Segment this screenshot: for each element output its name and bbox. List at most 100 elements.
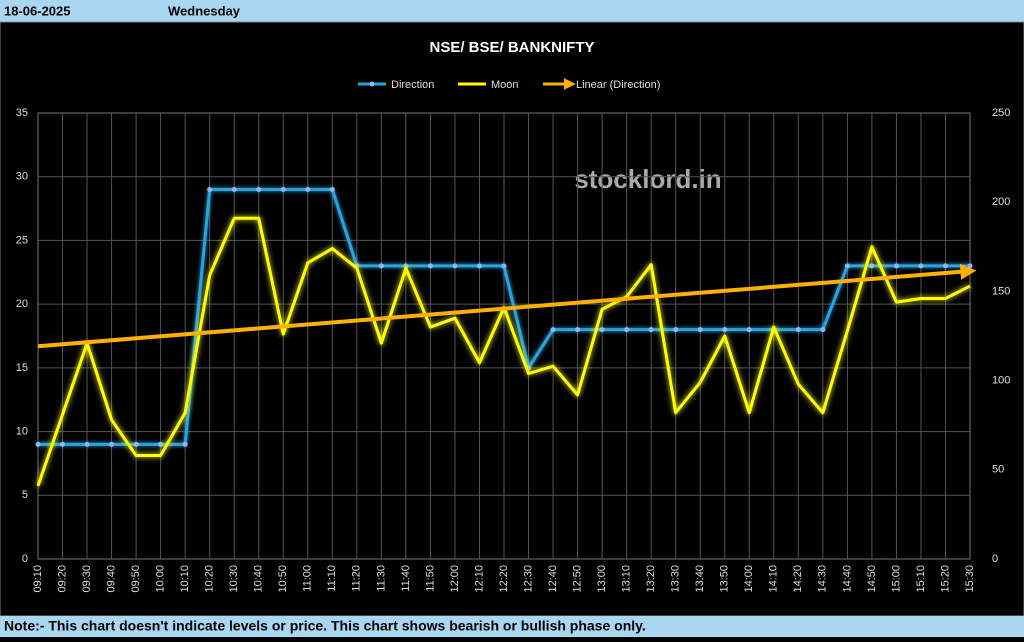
series-marker [207,186,213,192]
x-tick-label: 09:20 [56,565,68,593]
x-tick-label: 11:10 [326,565,338,592]
y-tick-label: 5 [22,489,28,501]
x-tick-label: 14:20 [792,565,804,593]
series-marker [550,327,556,333]
x-tick-label: 11:20 [351,565,363,592]
y-tick-label: 15 [16,362,28,374]
series-marker [967,263,973,269]
x-tick-label: 14:10 [768,565,780,593]
series-marker [844,263,850,269]
x-tick-label: 12:40 [547,565,559,593]
plot-border [37,112,971,560]
series-marker [84,441,90,447]
series-marker [329,186,335,192]
x-tick-label: 10:30 [228,565,240,593]
x-tick-label: 11:30 [375,565,387,592]
legend-marker [369,81,375,87]
x-tick-label: 12:00 [449,565,461,593]
x-tick-label: 15:20 [939,565,951,593]
y2-tick-label: 250 [992,107,1010,119]
series-marker [378,263,384,269]
x-tick-label: 10:40 [253,565,265,593]
series-marker [427,263,433,269]
series-marker [60,441,66,447]
x-tick-label: 12:10 [473,565,485,593]
x-tick-label: 15:00 [890,565,902,593]
series-marker [35,441,41,447]
x-tick-label: 13:10 [621,565,633,593]
series-marker [795,327,801,333]
series-marker [673,327,679,333]
x-tick-label: 15:30 [964,565,976,593]
y-tick-label: 20 [16,298,28,310]
series-marker [942,263,948,269]
x-tick-label: 11:40 [400,565,412,592]
y2-tick-label: 50 [992,464,1004,476]
x-tick-label: 13:40 [694,565,706,593]
footer-bar [0,616,1024,637]
chart-frame [0,21,1024,617]
legend-label: Linear (Direction) [576,79,660,91]
y2-tick-label: 150 [992,285,1010,297]
x-tick-label: 12:50 [571,565,583,593]
series-marker [697,327,703,333]
series-marker [158,441,164,447]
watermark: stocklord.in [574,164,721,194]
series-marker [575,327,581,333]
x-tick-label: 10:10 [179,565,191,593]
x-tick-label: 12:30 [522,565,534,593]
y2-tick-label: 0 [992,553,998,565]
series-marker [231,186,237,192]
x-tick-label: 09:10 [32,565,44,593]
series-marker [476,263,482,269]
x-tick-label: 10:50 [277,565,289,593]
x-tick-label: 10:00 [155,565,167,593]
x-tick-label: 13:50 [719,565,731,593]
header-bar [0,0,1024,22]
trendline [37,263,977,349]
x-tick-label: 13:20 [645,565,657,593]
y-tick-label: 35 [16,107,28,119]
series-marker [501,263,507,269]
series-marker [648,327,654,333]
series-marker [893,263,899,269]
legend-label: Moon [491,79,519,91]
x-tick-label: 13:00 [596,565,608,593]
x-tick-label: 09:50 [130,565,142,593]
x-tick-label: 13:30 [670,565,682,593]
series-marker [182,441,188,447]
series-marker [305,186,311,192]
y2-tick-label: 200 [992,196,1010,208]
series-marker [820,327,826,333]
series-marker [746,327,752,333]
y-tick-label: 0 [22,553,28,565]
series-marker [722,327,728,333]
series-marker [109,441,115,447]
day: Wednesday [168,3,241,18]
series-marker [869,263,875,269]
x-tick-label: 14:50 [866,565,878,593]
series-marker [918,263,924,269]
footer-note: Note:- This chart doesn't indicate level… [4,618,646,634]
legend-label: Direction [391,79,434,91]
x-tick-label: 12:20 [498,565,510,593]
series-marker [599,327,605,333]
x-tick-label: 14:30 [817,565,829,593]
y-tick-label: 30 [16,171,28,183]
x-tick-label: 14:00 [743,565,755,593]
y2-tick-label: 100 [992,375,1010,387]
x-tick-label: 09:40 [105,565,117,593]
x-tick-label: 10:20 [204,565,216,593]
x-tick-label: 14:40 [841,565,853,593]
y-tick-label: 10 [16,425,28,437]
series-marker [403,263,409,269]
x-tick-label: 11:00 [302,565,314,592]
series-marker [624,327,630,333]
x-tick-label: 11:50 [424,565,436,592]
series-marker [256,186,262,192]
y-tick-label: 25 [16,234,28,246]
date: 18-06-2025 [4,3,71,18]
series-marker [280,186,286,192]
x-tick-label: 09:30 [81,565,93,593]
